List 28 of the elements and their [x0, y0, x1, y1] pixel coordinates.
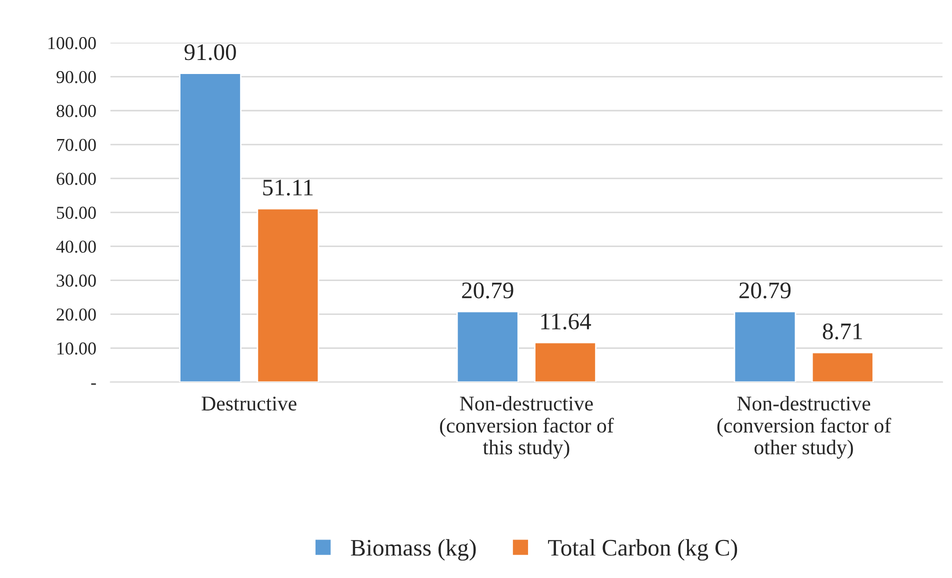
y-tick-label: 70.00: [57, 138, 96, 152]
bar: [734, 310, 796, 382]
y-tick-label: 30.00: [56, 274, 96, 287]
x-tick-label: Destructive: [202, 396, 296, 411]
data-label: 11.64: [541, 314, 592, 330]
data-label: 91.00: [184, 44, 236, 60]
x-tick-label: Non-destructive (conversion factor of this study): [440, 396, 614, 459]
y-tick-label: 90.00: [56, 70, 96, 84]
x-tick-label: Non-destructive (conversion factor of other study): [717, 396, 892, 459]
y-tick-label: 100.00: [48, 37, 96, 50]
data-label: 20.79: [462, 282, 514, 298]
legend-label: Total Carbon (kg C): [548, 539, 738, 561]
bar: [534, 342, 596, 382]
y-tick-label: 10.00: [58, 342, 96, 355]
y-tick-label: 40.00: [56, 240, 96, 253]
bar: [811, 352, 874, 382]
data-label: 20.79: [739, 282, 791, 298]
y-tick-label: 60.00: [56, 172, 96, 186]
y-tick-label: 20.00: [56, 308, 96, 321]
data-label: 8.71: [822, 323, 862, 340]
bar: [256, 208, 320, 382]
y-tick-label: 80.00: [56, 104, 96, 118]
bar: [179, 72, 242, 382]
y-tick-label: -: [91, 383, 96, 385]
y-tick-label: 50.00: [56, 206, 96, 219]
bar: [456, 310, 519, 382]
legend-label: Biomass (kg): [350, 539, 476, 561]
data-label: 51.11: [263, 180, 313, 196]
